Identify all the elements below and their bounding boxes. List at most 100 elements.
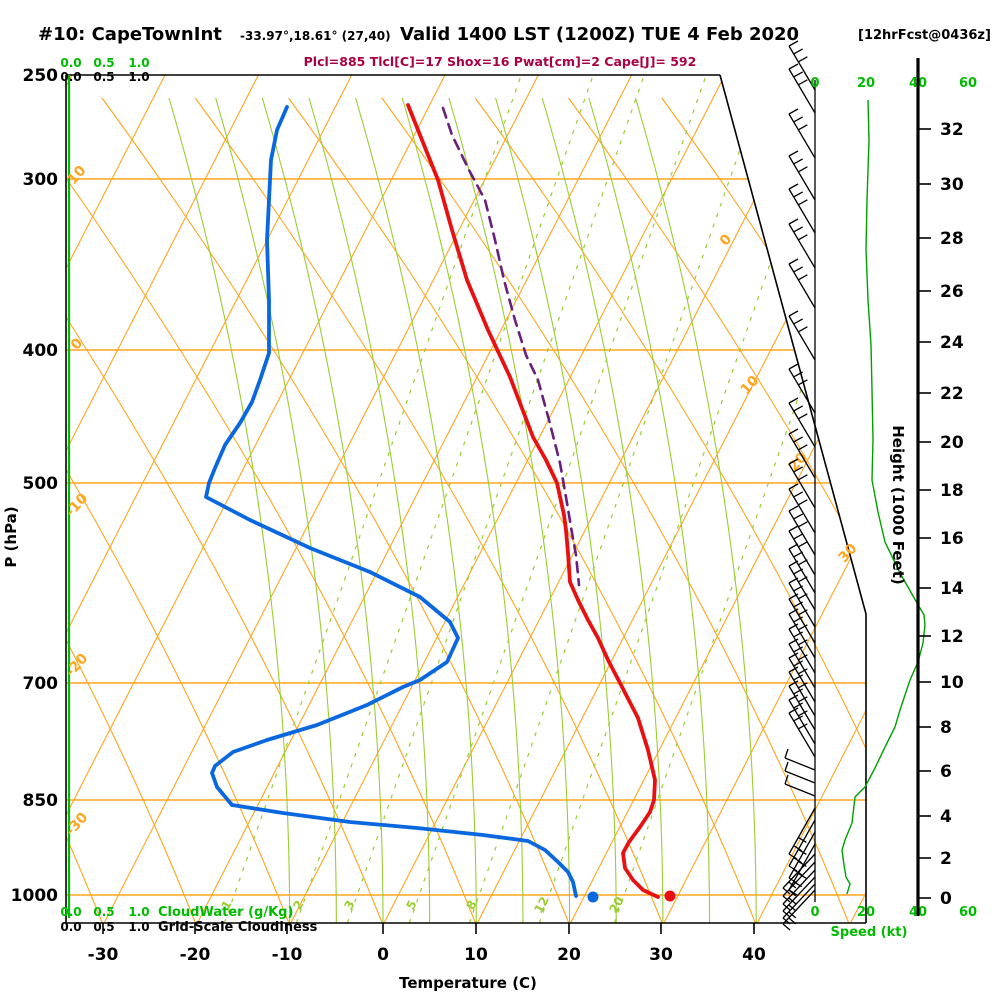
height-tick-label: 20 — [940, 433, 964, 453]
moist-adiabat-line — [401, 97, 524, 923]
moist-adiabat-line — [308, 97, 431, 923]
dry-adiabat-line — [66, 97, 477, 923]
mixing-ratio-label: 20 — [606, 894, 626, 915]
temp-tick-label: -30 — [88, 945, 119, 965]
speed-axis-title: Speed (kt) — [831, 925, 908, 940]
wind-barb — [788, 183, 816, 234]
wind-barb — [788, 108, 816, 159]
wind-barb — [788, 63, 816, 114]
dewpoint-curve — [204, 105, 578, 898]
height-tick-label: 32 — [940, 120, 964, 140]
moist-adiabat-line — [495, 97, 617, 923]
pressure-tick-label: 700 — [23, 674, 59, 694]
temp-tick-label: 20 — [557, 945, 581, 965]
dry-adiabat-line — [66, 97, 290, 923]
pressure-tick-label: 300 — [23, 170, 59, 190]
wind-barb — [788, 819, 816, 872]
plot-frame — [65, 74, 867, 924]
wind-barb — [788, 458, 816, 509]
height-tick-label: 4 — [940, 807, 952, 827]
wind-barb — [788, 363, 816, 414]
speed-tick-label-top: 0 — [810, 76, 819, 91]
wind-barb — [788, 577, 816, 628]
temp-tick-label: 30 — [649, 945, 673, 965]
dry-adiabat-label: -10 — [63, 490, 92, 520]
height-tick-label: 0 — [940, 889, 952, 909]
dry-adiabat-line — [381, 97, 850, 923]
dry-adiabat-line — [474, 97, 866, 923]
cloudwater-scale-top: 0.0 — [60, 56, 81, 70]
isotherm-line — [570, 75, 866, 923]
dry-adiabat-line — [568, 97, 866, 923]
wind-barb — [788, 150, 816, 201]
wind-barb — [784, 748, 816, 771]
dry-adiabat-line — [66, 97, 383, 923]
sounding-indices: Plcl=885 Tlcl[C]=17 Shox=16 Pwat[cm]=2 C… — [303, 54, 697, 69]
temp-tick-label: 40 — [742, 945, 766, 965]
moist-adiabat-line — [215, 97, 337, 923]
isotherm-label: 20 — [786, 450, 811, 475]
wind-speed-profile — [841, 99, 926, 895]
wind-barb — [788, 560, 816, 611]
pressure-tick-label: 850 — [23, 791, 59, 811]
temp-tick-label: -10 — [272, 945, 303, 965]
isotherm-label: 0 — [717, 231, 736, 249]
isotherm-line — [476, 75, 866, 923]
wind-barb — [788, 807, 816, 860]
pressure-tick-label: 250 — [23, 66, 59, 86]
cloudiness-scale-top: 1.0 — [128, 70, 149, 84]
height-tick-label: 14 — [940, 579, 964, 599]
speed-tick-label-top: 20 — [857, 76, 875, 91]
moist-adiabat-line — [355, 97, 477, 923]
mixing-ratio-line — [223, 75, 522, 923]
speed-tick-label-bottom: 0 — [810, 905, 819, 920]
wind-barb — [788, 428, 816, 479]
height-tick-label: 18 — [940, 481, 964, 501]
temp-axis-title: Temperature (C) — [399, 974, 537, 992]
cloudiness-scale-bottom: 1.0 — [128, 920, 149, 934]
wind-barb — [788, 666, 816, 717]
isotherm-line — [663, 75, 866, 923]
mixing-ratio-line — [468, 75, 767, 923]
cloudwater-scale-top: 0.5 — [93, 56, 114, 70]
wind-barb — [788, 258, 816, 309]
wind-barb — [788, 593, 816, 644]
pressure-tick-label: 400 — [23, 341, 59, 361]
dry-adiabat-line — [661, 97, 866, 923]
wind-barb — [788, 483, 816, 534]
wind-barb — [788, 638, 816, 689]
moist-adiabat-line — [168, 97, 291, 923]
mixing-ratio-line — [408, 75, 707, 923]
sounding-curves — [204, 103, 676, 903]
dry-adiabat-label: -20 — [63, 650, 92, 680]
isotherm-line — [850, 75, 866, 923]
wind-barb-column — [782, 40, 816, 931]
cloudiness-caption: Grid-Scale Cloudiness — [158, 920, 318, 935]
wind-barb — [788, 218, 816, 269]
moist-adiabat-line — [541, 97, 664, 923]
height-tick-label: 28 — [940, 229, 964, 249]
moist-adiabat-line — [588, 97, 711, 923]
cloudwater-scale-bottom: 0.0 — [60, 905, 81, 919]
cloudiness-scale-top: 0.5 — [93, 70, 114, 84]
wind-barb — [788, 680, 816, 731]
pressure-tick-label: 1000 — [11, 886, 58, 906]
height-tick-label: 8 — [940, 718, 952, 738]
height-tick-label: 26 — [940, 282, 964, 302]
isotherm-label: 30 — [836, 541, 861, 566]
height-tick-label: 10 — [940, 673, 964, 693]
station-title: #10: CapeTownInt — [38, 24, 222, 45]
cloudwater-scale-bottom: 1.0 — [128, 905, 149, 919]
wind-barb — [788, 505, 816, 556]
wind-barb — [782, 861, 816, 903]
temp-tick-label: 10 — [464, 945, 488, 965]
dry-adiabat-line — [288, 97, 756, 923]
parcel-path-curve — [441, 106, 581, 587]
cloudwater-scale-top: 1.0 — [128, 56, 149, 70]
speed-scale: 00202040406060Speed (kt) — [810, 76, 977, 940]
temperature-curve — [406, 103, 660, 899]
pressure-axis-title: P (hPa) — [2, 506, 20, 567]
